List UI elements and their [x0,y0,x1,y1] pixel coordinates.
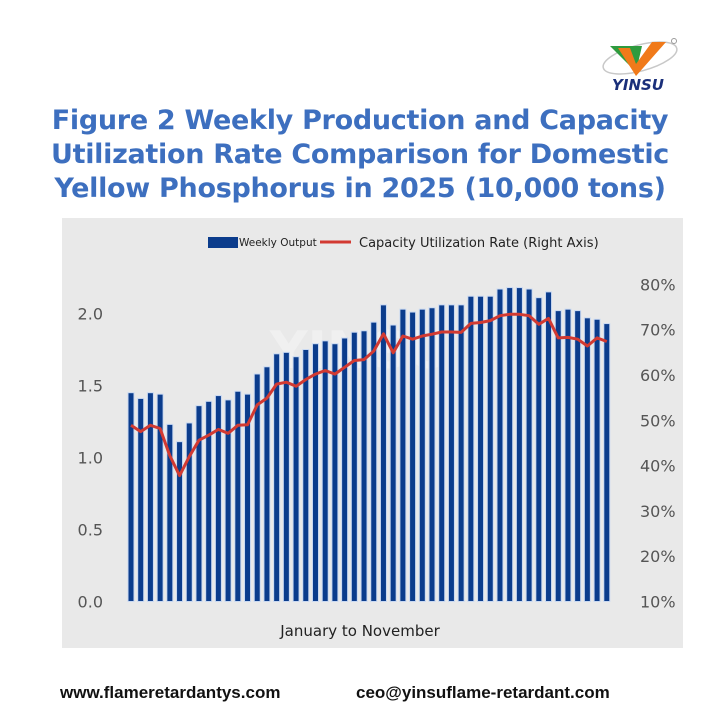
legend-label-weekly-output: Weekly Output [239,237,317,249]
bar-week-1 [127,392,135,603]
bar-week-29 [399,308,407,602]
left-tick-label: 1.5 [78,377,103,396]
footer-website[interactable]: www.flameretardantys.com [60,683,281,702]
bar-week-19 [302,349,310,602]
legend-swatch-weekly-output [208,237,238,248]
bar-week-7 [185,422,193,602]
bar-week-6 [176,441,184,602]
bar-week-26 [370,321,378,602]
bar-week-50 [603,323,611,602]
bar-week-17 [282,351,290,602]
bar-week-37 [477,295,485,602]
bar-week-36 [467,295,475,602]
bar-week-10 [214,395,222,602]
bar-week-32 [428,307,436,602]
bar-week-30 [409,311,417,602]
right-tick-label: 50% [640,411,676,430]
bar-week-11 [224,399,232,602]
bar-week-39 [496,288,504,602]
bar-week-18 [292,356,300,603]
bar-week-45 [554,310,562,602]
chart-title: Figure 2 Weekly Production and Capacity … [0,104,720,206]
bar-week-16 [273,353,281,602]
bar-week-49 [593,318,601,602]
footer-email[interactable]: ceo@yinsuflame-retardant.com [356,683,610,702]
bar-week-5 [166,423,174,602]
yinsu-logo: YINSU [596,34,686,96]
title-line-3: Yellow Phosphorus in 2025 (10,000 tons) [54,173,666,204]
bar-week-35 [457,304,465,602]
title-line-2: Utilization Rate Comparison for Domestic [50,139,669,170]
right-tick-label: 10% [640,593,676,612]
bar-week-38 [486,295,494,602]
right-axis: 10% 20% 30% 40% 50% 60% 70% 80% [640,275,676,611]
bar-week-48 [583,317,591,602]
bar-week-9 [205,400,213,602]
title-line-1: Figure 2 Weekly Production and Capacity [51,105,669,136]
bar-week-42 [525,288,533,602]
left-tick-label: 0.5 [78,521,103,540]
bar-week-2 [137,397,145,602]
bar-week-28 [389,324,397,602]
bar-week-40 [506,287,514,602]
bar-week-12 [234,390,242,603]
bar-week-33 [438,304,446,602]
bar-week-8 [195,405,203,602]
bar-week-41 [515,287,523,602]
right-tick-label: 80% [640,275,676,294]
bar-week-44 [545,291,553,602]
right-tick-label: 60% [640,366,676,385]
left-axis: 0.0 0.5 1.0 1.5 2.0 [78,305,103,612]
bar-week-46 [564,308,572,602]
x-axis-label: January to November [279,622,440,640]
bar-week-23 [341,337,349,602]
bar-week-21 [321,340,329,602]
legend-label-utilization: Capacity Utilization Rate (Right Axis) [359,236,599,251]
bar-series [127,287,611,603]
bar-week-4 [156,393,164,603]
right-tick-label: 20% [640,547,676,566]
utilization-line [130,312,608,478]
bar-week-22 [331,343,339,602]
right-tick-label: 40% [640,457,676,476]
bar-week-24 [350,331,358,602]
bar-week-20 [311,343,319,602]
legend: Weekly Output Capacity Utilization Rate … [208,236,599,251]
bar-week-14 [253,373,261,603]
bar-week-15 [263,366,271,602]
bar-week-43 [535,297,543,602]
bar-week-25 [360,330,368,602]
left-tick-label: 2.0 [78,305,103,324]
bar-week-47 [574,310,582,602]
right-tick-label: 70% [640,321,676,340]
bar-week-34 [447,304,455,602]
left-tick-label: 0.0 [78,593,103,612]
svg-text:YINSU: YINSU [612,76,664,94]
left-tick-label: 1.0 [78,449,103,468]
bar-week-13 [244,393,252,603]
bar-week-31 [418,308,426,602]
bar-week-27 [379,304,387,602]
right-tick-label: 30% [640,502,676,521]
bar-week-3 [146,392,154,603]
